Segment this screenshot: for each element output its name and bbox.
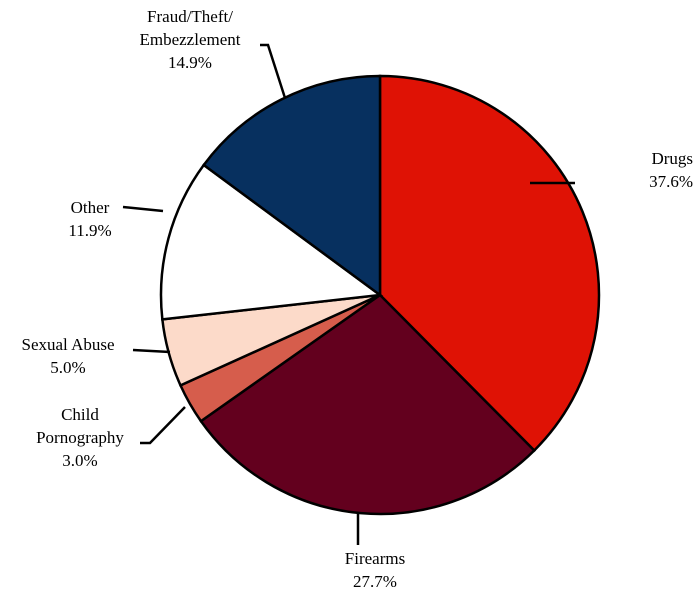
- category-label: Firearms: [345, 549, 405, 568]
- category-label: Child: [61, 405, 99, 424]
- label-firearms: Firearms 27.7%: [345, 549, 405, 591]
- leader-sexual-abuse: [132, 348, 171, 354]
- value-label: 37.6%: [649, 172, 693, 191]
- category-label: Fraud/Theft/: [147, 7, 233, 26]
- slice-firearms: [199, 293, 537, 516]
- label-sexual-abuse: Sexual Abuse 5.0%: [21, 335, 114, 377]
- value-label: 5.0%: [50, 358, 85, 377]
- category-label: Pornography: [36, 428, 124, 447]
- label-child-pornography: Child Pornography 3.0%: [36, 405, 124, 470]
- label-fraud-theft-embezzlement: Fraud/Theft/Embezzlement 14.9%: [139, 7, 240, 72]
- leader-lines: [122, 43, 575, 545]
- slice-drugs: [378, 74, 601, 453]
- value-label: 27.7%: [353, 572, 397, 591]
- slice-labels: Drugs 37.6% Firearms 27.7% Child Pornography 3…: [21, 7, 693, 591]
- category-label: Sexual Abuse: [21, 335, 114, 354]
- category-label: Embezzlement: [139, 30, 240, 49]
- value-label: 3.0%: [62, 451, 97, 470]
- slice-fraud-theft-embezzlement: [202, 74, 382, 298]
- leader-other: [122, 205, 164, 213]
- category-label: Drugs: [651, 149, 693, 168]
- category-label: Other: [71, 198, 110, 217]
- pie-slices: [159, 74, 601, 516]
- label-other: Other 11.9%: [68, 198, 111, 240]
- value-label: 14.9%: [168, 53, 212, 72]
- leader-fraud-theft-embezzlement: [260, 43, 287, 99]
- leader-child-pornography: [140, 406, 186, 445]
- slice-other: [159, 163, 384, 321]
- label-drugs: Drugs 37.6%: [649, 149, 693, 191]
- value-label: 11.9%: [68, 221, 111, 240]
